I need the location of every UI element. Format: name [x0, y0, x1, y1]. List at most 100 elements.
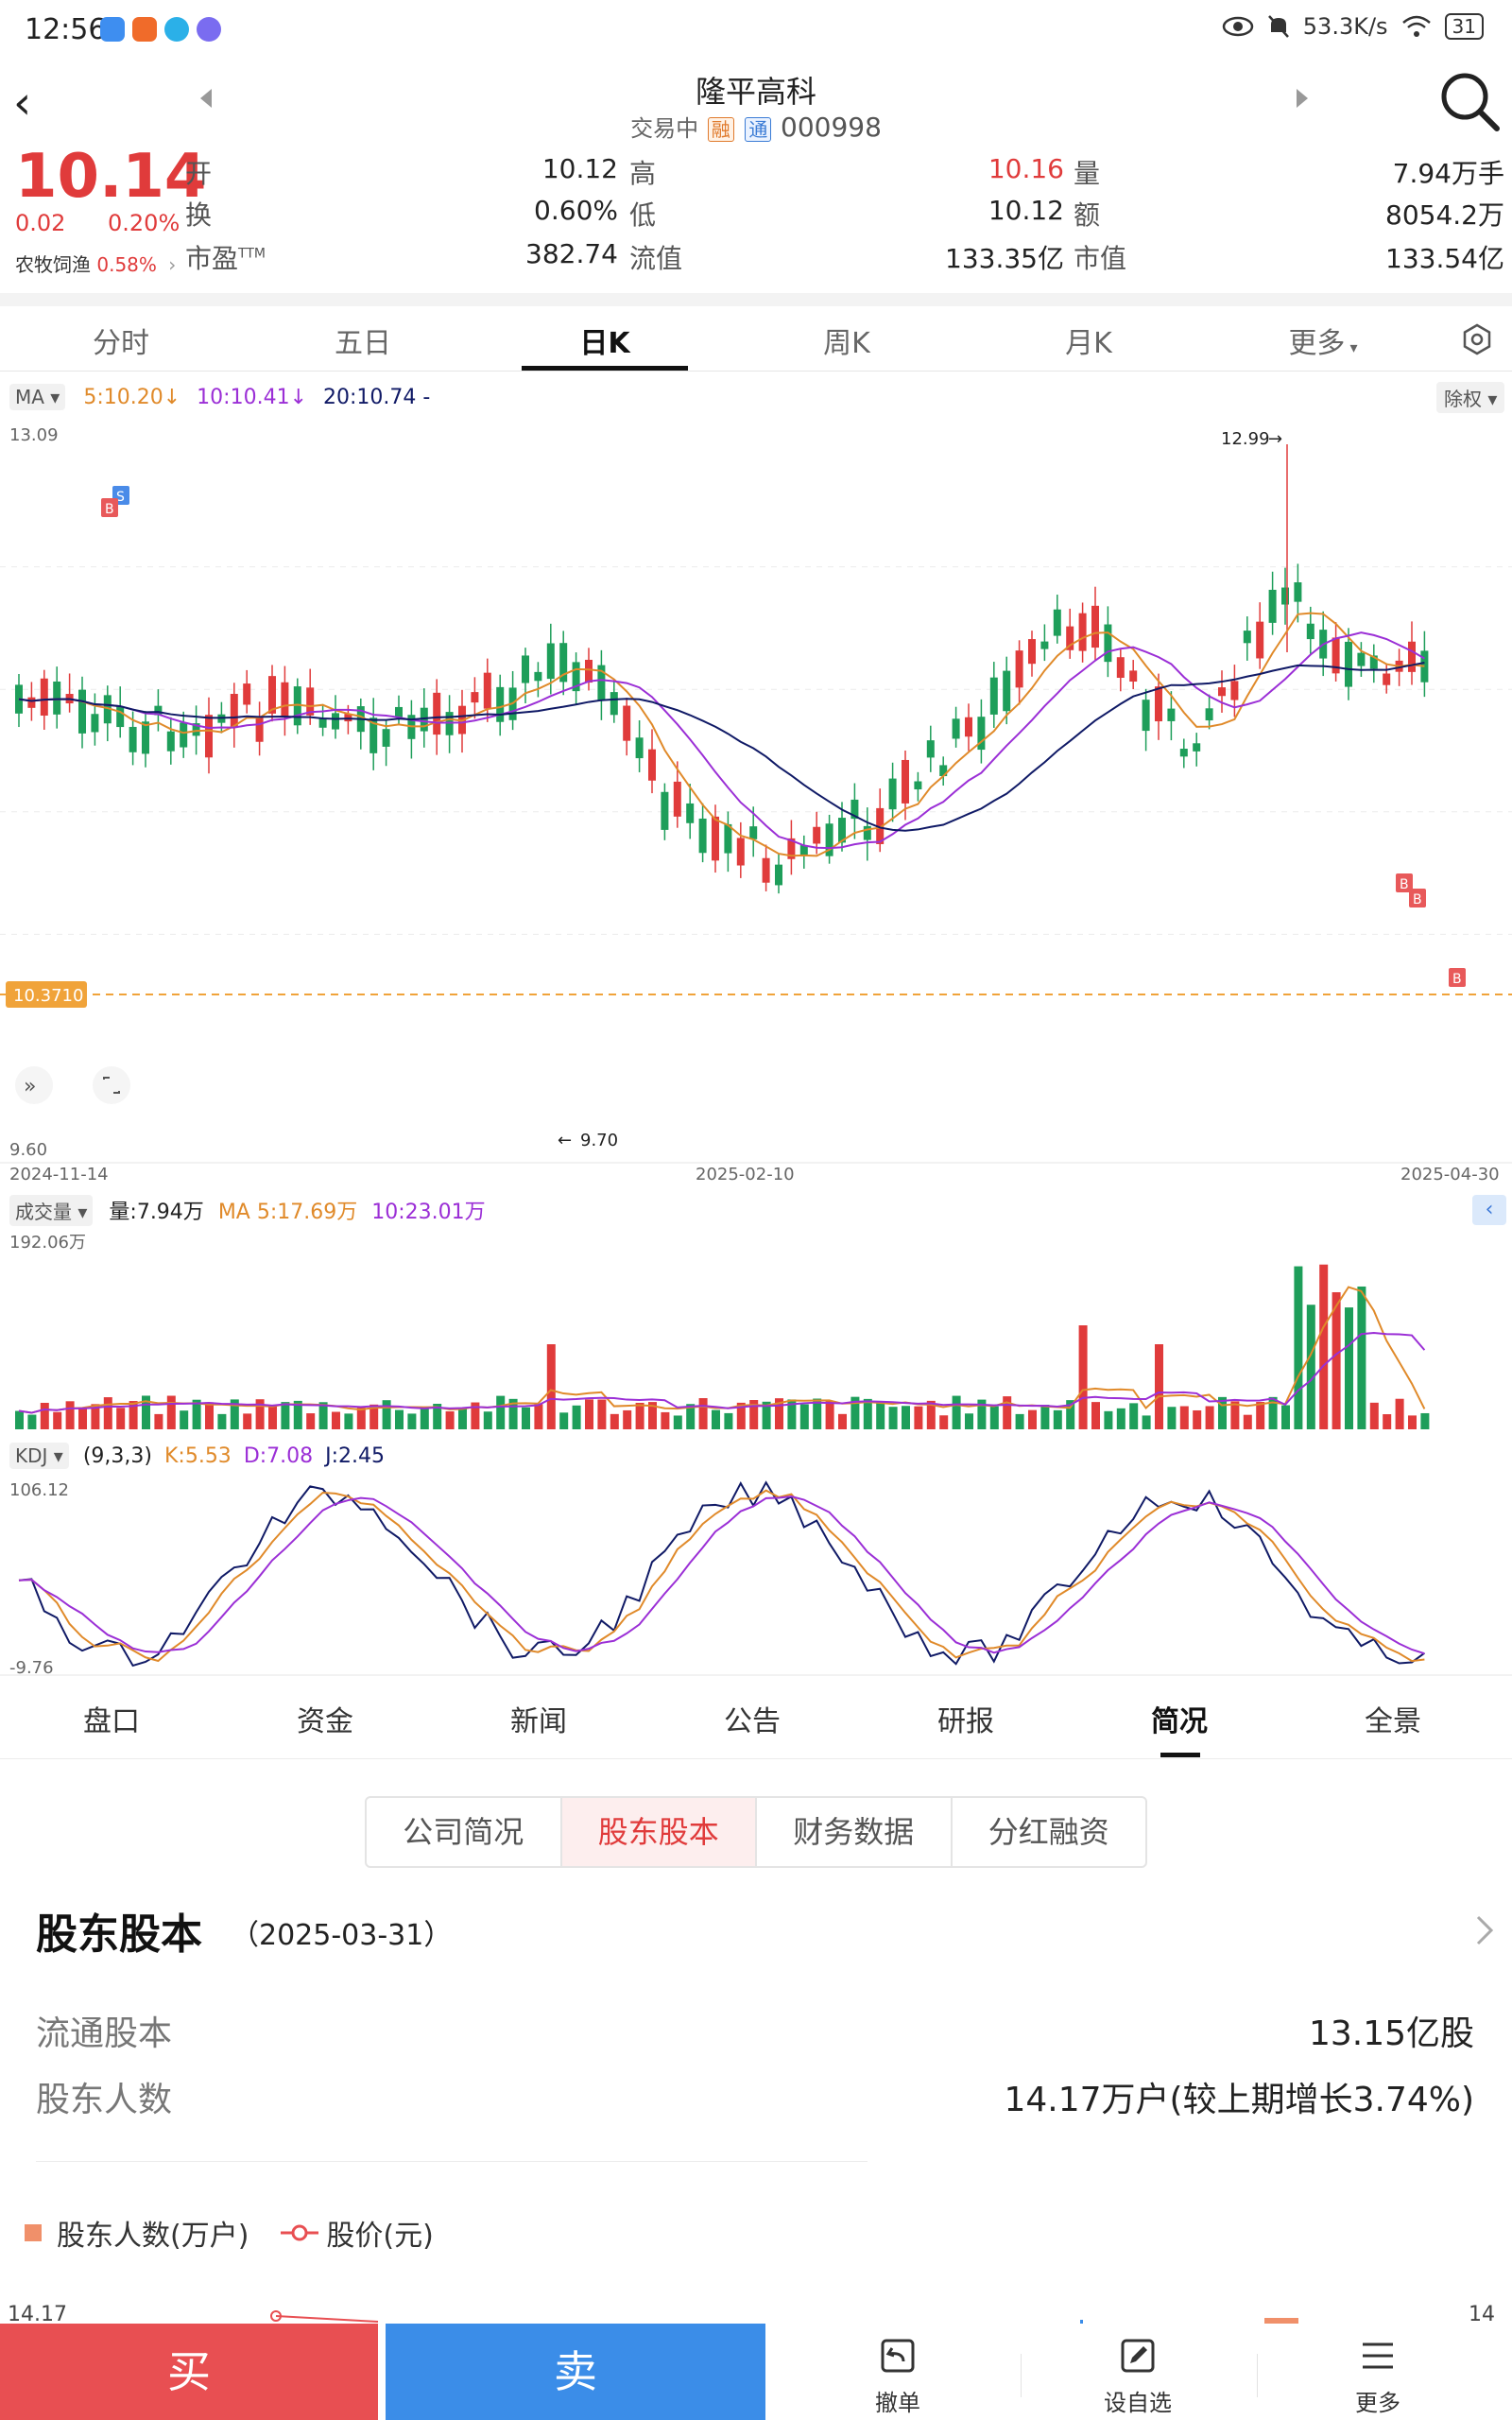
- caret-down-icon: ▾: [1345, 338, 1358, 356]
- ma5-value: 5:10.20: [83, 386, 163, 409]
- ma20-value: 20:10.74: [323, 386, 417, 409]
- status-bar: 12:56 53.3K/s 31: [0, 0, 1512, 59]
- tab-weekly-k[interactable]: 周K: [823, 327, 870, 360]
- cancel-order-button[interactable]: 撤单: [813, 2335, 983, 2417]
- tab-funds[interactable]: 资金: [297, 1705, 353, 1738]
- content-tab-indicator: [1160, 1753, 1200, 1757]
- price-legend-swatch: [281, 2224, 319, 2241]
- tab-five-day[interactable]: 五日: [335, 327, 391, 360]
- indicator-selector[interactable]: MA ▾: [9, 384, 66, 410]
- next-stock-icon[interactable]: [1297, 89, 1308, 108]
- volume-ma10: 10:23.01万: [371, 1201, 486, 1224]
- segment-financials[interactable]: 财务数据: [757, 1798, 953, 1866]
- expand-icon[interactable]: »: [15, 1066, 53, 1104]
- tab-more[interactable]: 更多 ▾: [1238, 320, 1408, 361]
- notification-icons: [100, 17, 221, 42]
- collapse-panel-icon[interactable]: ‹: [1472, 1195, 1506, 1225]
- edit-watchlist-icon: [1121, 2339, 1155, 2373]
- price-line-tag: 10.3710: [13, 986, 83, 1006]
- amount-label: 额: [1074, 199, 1101, 231]
- kdj-selector[interactable]: KDJ ▾: [9, 1443, 69, 1469]
- fullscreen-icon[interactable]: [93, 1066, 130, 1104]
- price-change: 0.02: [15, 210, 66, 236]
- turnover-label: 换: [185, 199, 213, 231]
- pe-value: 382.74: [525, 238, 618, 269]
- back-arrow-icon[interactable]: ‹: [13, 77, 32, 130]
- pe-label-text: 市盈: [185, 243, 239, 274]
- adjust-selector[interactable]: 除权 ▾: [1436, 382, 1505, 413]
- date-end: 2025-04-30: [1400, 1165, 1500, 1182]
- sell-button[interactable]: 卖: [386, 2324, 765, 2420]
- right-arrow-icon: →: [1268, 429, 1282, 449]
- tab-overview[interactable]: 简况: [1151, 1705, 1208, 1738]
- connect-badge: 通: [745, 117, 772, 142]
- ma-legend: MA ▾ 5:10.20↓ 10:10.41↓ 20:10.74 -: [9, 384, 430, 410]
- volume-legend: 成交量 ▾ 量:7.94万 MA 5:17.69万 10:23.01万: [9, 1195, 486, 1226]
- kdj-chart[interactable]: 106.12 -9.76: [0, 1471, 1512, 1677]
- tab-research[interactable]: 研报: [937, 1705, 994, 1738]
- volume-value: 7.94万手: [1392, 158, 1504, 189]
- left-arrow-icon: ←: [558, 1131, 572, 1150]
- trading-status: 交易中: [630, 115, 699, 142]
- price-legend-label: 股价(元): [326, 2220, 434, 2253]
- volume-selector[interactable]: 成交量 ▾: [9, 1195, 94, 1226]
- more-actions-button[interactable]: 更多: [1293, 2335, 1463, 2417]
- settings-gear-icon[interactable]: [1461, 323, 1493, 355]
- cancel-order-icon: [881, 2339, 915, 2373]
- content-tabs-divider: [0, 1758, 1512, 1759]
- market-cap-label: 市值: [1074, 243, 1127, 274]
- sector-link[interactable]: 农牧饲渔 0.58% ›: [15, 250, 176, 277]
- tab-panorama[interactable]: 全景: [1365, 1705, 1421, 1738]
- globe-app-icon: [164, 17, 189, 42]
- buy-button[interactable]: 买: [0, 2324, 378, 2420]
- tab-announcements[interactable]: 公告: [724, 1705, 781, 1738]
- volume-label: 量: [1074, 158, 1101, 189]
- eye-icon: [1222, 16, 1254, 37]
- add-watchlist-button[interactable]: 设自选: [1053, 2335, 1223, 2417]
- search-icon[interactable]: [1436, 68, 1503, 134]
- kline-y-max: 13.09: [9, 425, 59, 445]
- holders-count-label: 股东人数: [36, 2081, 173, 2119]
- open-value: 10.12: [541, 153, 618, 184]
- section-divider: [0, 293, 1512, 306]
- svg-text:»: »: [24, 1075, 36, 1098]
- sector-name: 农牧饲渔: [15, 253, 91, 276]
- tab-daily-k[interactable]: 日K: [579, 327, 630, 360]
- margin-badge: 融: [707, 117, 734, 142]
- kdj-k: K:5.53: [163, 1444, 232, 1468]
- svg-text:B: B: [1452, 972, 1462, 987]
- cloud-app-icon: [100, 17, 125, 42]
- segment-shareholders[interactable]: 股东股本: [561, 1798, 757, 1866]
- volume-selector-label: 成交量: [15, 1201, 72, 1223]
- float-cap-label: 流值: [629, 243, 683, 274]
- holders-chart-left-axis: 14.17: [8, 2303, 67, 2326]
- segment-company-profile[interactable]: 公司简况: [367, 1798, 562, 1866]
- max-price-label: 12.99: [1221, 429, 1270, 449]
- kline-y-min: 9.60: [9, 1140, 47, 1160]
- turnover-value: 0.60%: [534, 195, 618, 226]
- volume-chart[interactable]: 192.06万: [0, 1225, 1512, 1433]
- holders-chart-legend: 股东人数(万户) 股价(元): [25, 2212, 434, 2254]
- low-label: 低: [629, 199, 657, 231]
- tab-intraday[interactable]: 分时: [93, 327, 149, 360]
- ma-tail: -: [422, 386, 431, 409]
- chevron-right-icon[interactable]: [1470, 1911, 1499, 1949]
- music-app-icon: [197, 17, 221, 42]
- holders-chart-right-axis: 14: [1469, 2303, 1495, 2326]
- tab-monthly-k[interactable]: 月K: [1065, 327, 1112, 360]
- prev-stock-icon[interactable]: [200, 89, 212, 108]
- tab-order-book[interactable]: 盘口: [83, 1705, 140, 1738]
- tab-news[interactable]: 新闻: [510, 1705, 567, 1738]
- battery-indicator: 31: [1444, 13, 1484, 40]
- date-mid: 2025-02-10: [696, 1165, 795, 1182]
- stock-code: 000998: [781, 112, 882, 143]
- wifi-icon: [1401, 15, 1431, 37]
- action-divider: [1257, 2354, 1258, 2397]
- min-price-label: 9.70: [580, 1131, 618, 1150]
- holders-legend-label: 股东人数(万户): [57, 2220, 249, 2253]
- float-shares-value: 13.15亿股: [1308, 2014, 1474, 2053]
- high-value: 10.16: [988, 153, 1064, 184]
- segment-dividends[interactable]: 分红融资: [988, 1814, 1109, 1850]
- ma10-value: 10:10.41: [197, 386, 290, 409]
